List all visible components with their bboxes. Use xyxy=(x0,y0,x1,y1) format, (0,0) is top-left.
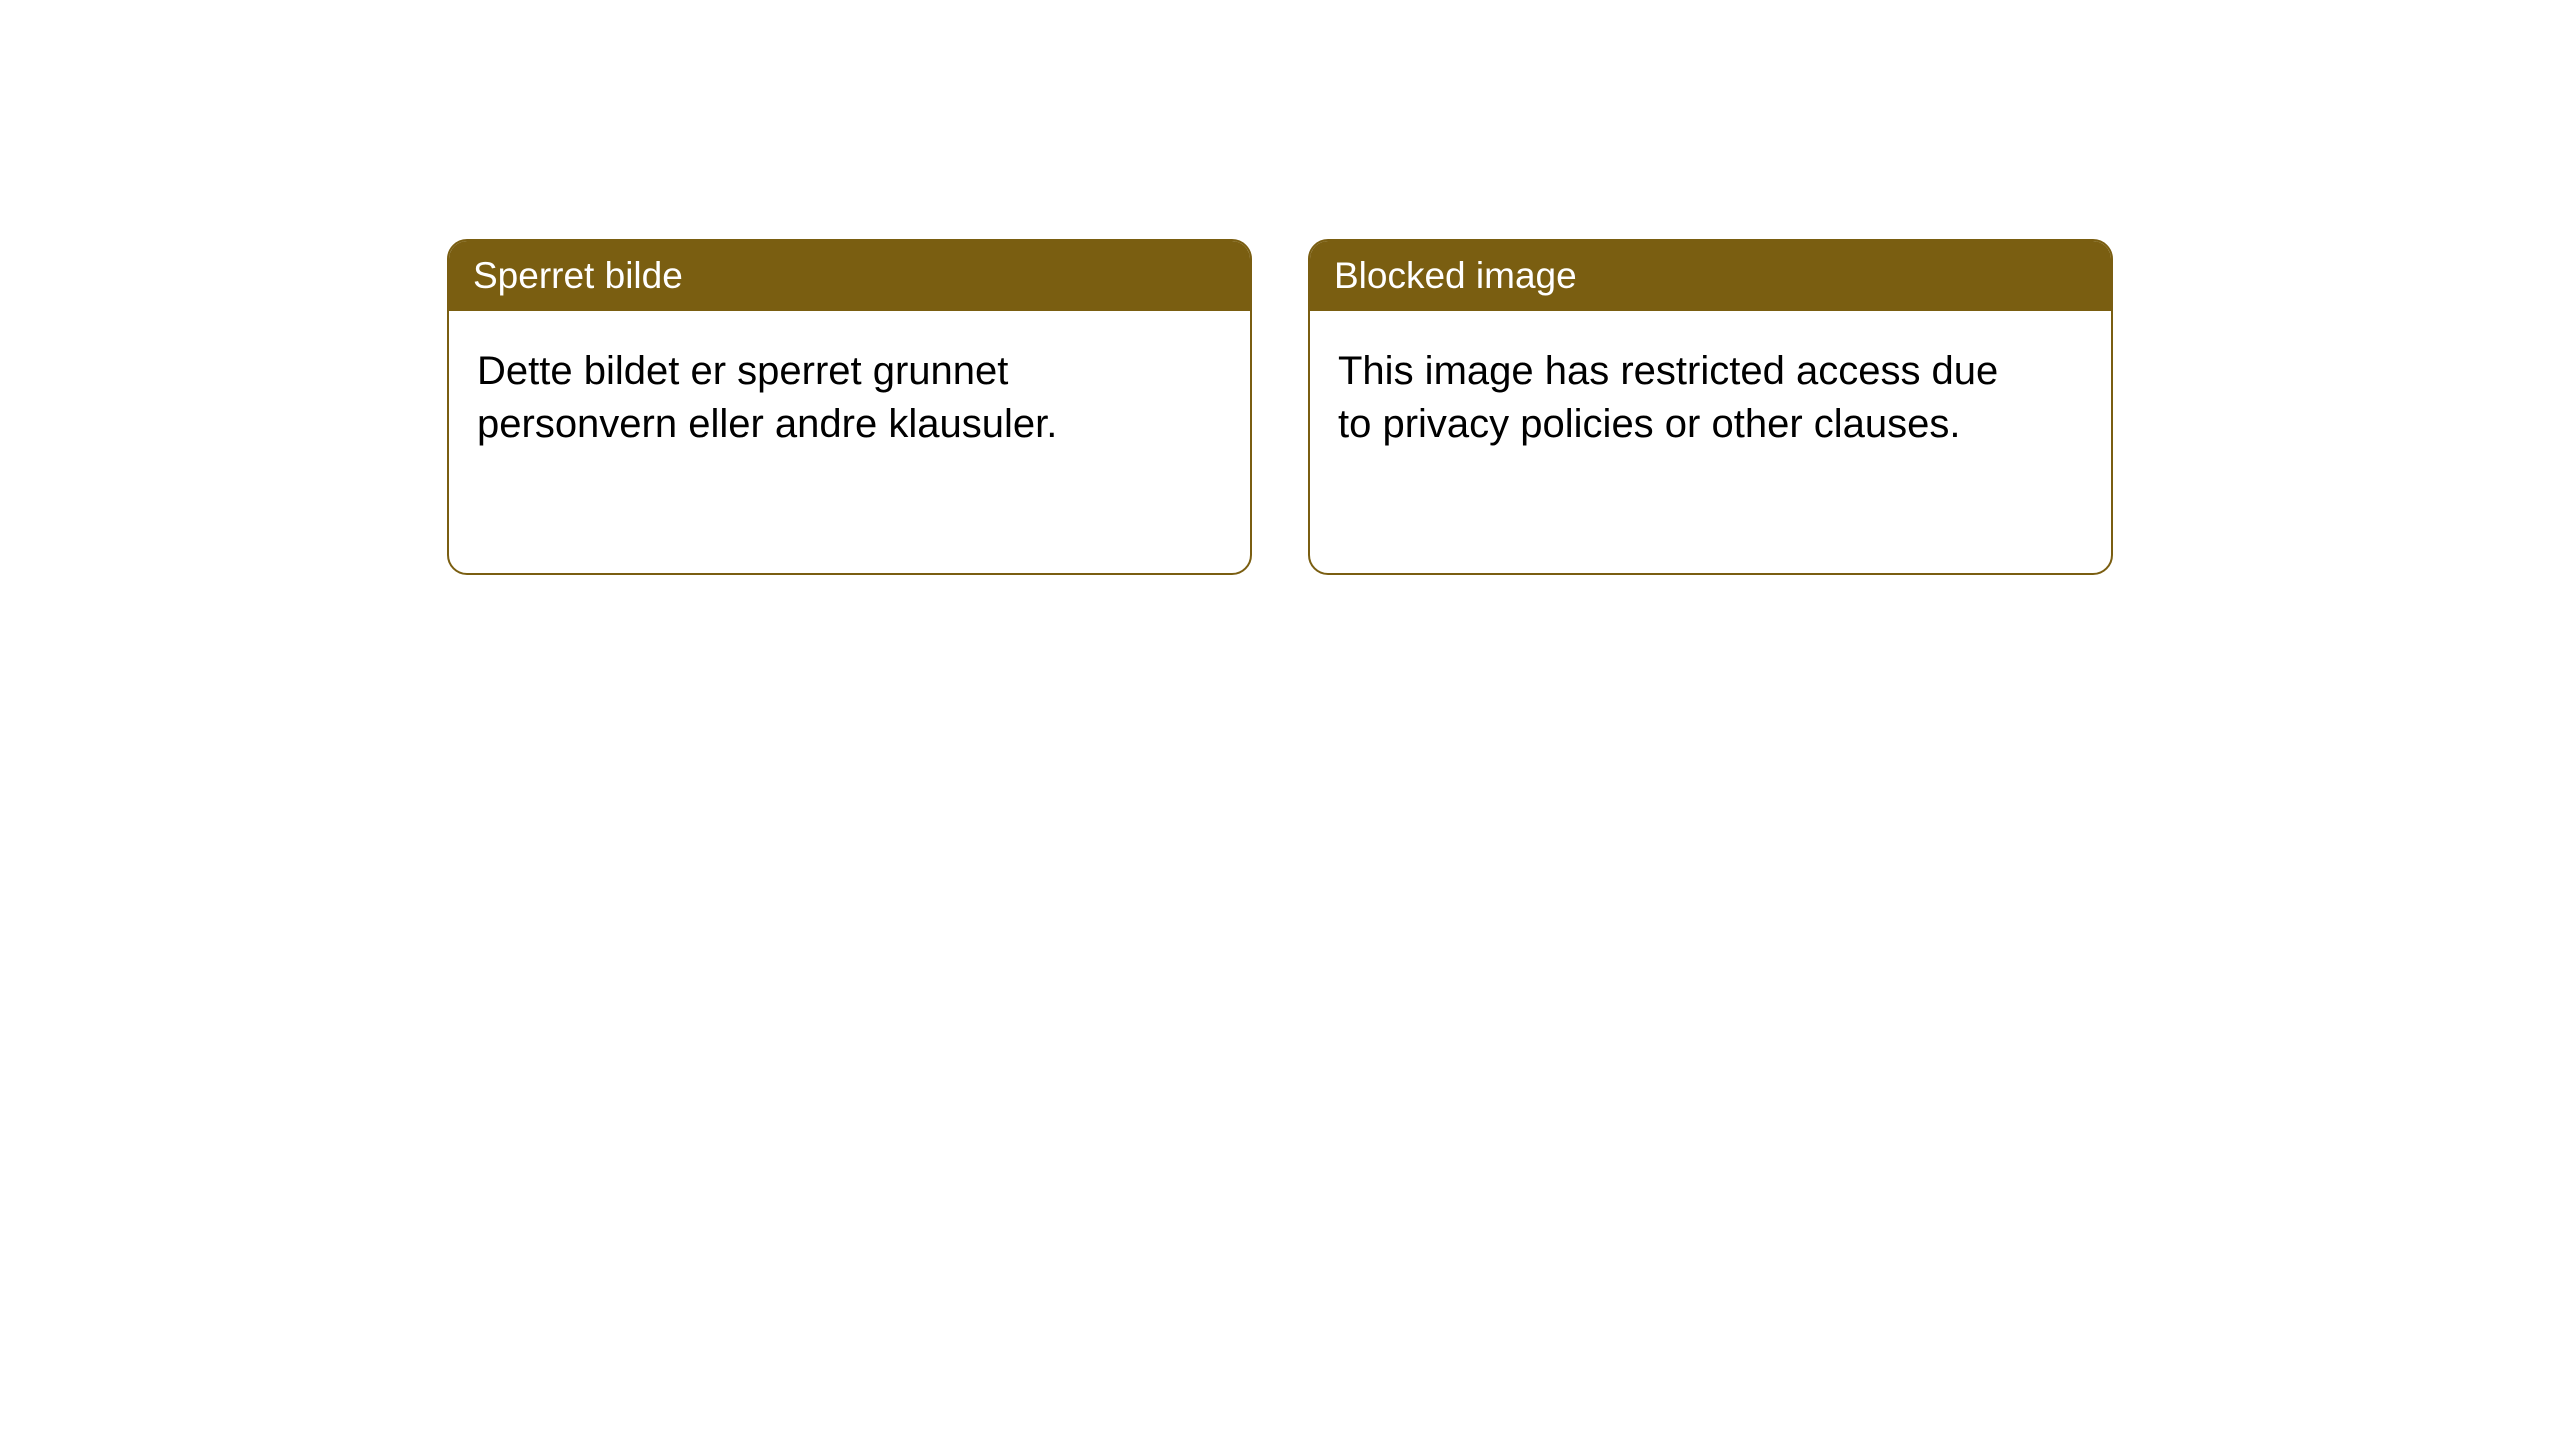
card-header-norwegian: Sperret bilde xyxy=(449,241,1250,311)
card-message-english: This image has restricted access due to … xyxy=(1338,349,1998,446)
blocked-image-notice-container: Sperret bilde Dette bildet er sperret gr… xyxy=(447,239,2113,575)
card-norwegian: Sperret bilde Dette bildet er sperret gr… xyxy=(447,239,1252,575)
card-title-english: Blocked image xyxy=(1334,255,1577,296)
card-message-norwegian: Dette bildet er sperret grunnet personve… xyxy=(477,349,1057,446)
card-english: Blocked image This image has restricted … xyxy=(1308,239,2113,575)
card-title-norwegian: Sperret bilde xyxy=(473,255,683,296)
card-body-norwegian: Dette bildet er sperret grunnet personve… xyxy=(449,311,1169,485)
card-header-english: Blocked image xyxy=(1310,241,2111,311)
card-body-english: This image has restricted access due to … xyxy=(1310,311,2030,485)
